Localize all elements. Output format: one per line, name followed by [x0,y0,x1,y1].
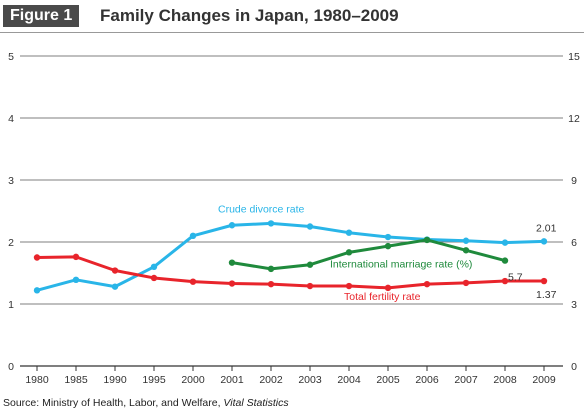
x-tick-label: 1985 [64,374,88,386]
x-tick-label: 1995 [142,374,166,386]
data-point [33,254,41,261]
data-point [228,259,236,266]
left-tick-label: 1 [8,299,14,311]
left-tick-label: 5 [8,51,14,63]
series-line [35,221,546,292]
left-tick-label: 4 [8,113,14,125]
left-tick-label: 2 [8,237,14,249]
right-tick-label: 3 [571,299,577,311]
x-axis: 1980 1985 1990 1995 2000 2001 2002 2003 2004 2005… [25,366,556,386]
series-label: Total fertility rate [344,291,421,303]
data-point [423,280,431,288]
data-point [189,278,197,285]
end-value-label: 5.7 [508,272,523,284]
figure-label: Figure 1 [3,5,80,27]
data-point [345,229,353,236]
data-point [345,282,353,290]
source-publication: Vital Statistics [223,397,289,409]
x-tick-label: 2006 [415,374,439,386]
data-point [228,222,236,229]
data-point [423,236,431,244]
data-point [462,237,470,244]
data-point [150,274,158,282]
x-tick-label: 2002 [259,374,283,386]
right-tick-label: 9 [571,175,577,187]
series-line [35,255,546,290]
data-point [150,263,158,270]
data-point [306,282,314,290]
data-point [540,277,548,285]
x-tick-label: 2007 [454,374,478,386]
x-tick-label: 1990 [103,374,127,386]
source-note: Source: Ministry of Health, Labor, and W… [3,397,289,409]
data-point [111,267,119,274]
chart-title: Family Changes in Japan, 1980–2009 [100,6,399,25]
x-tick-label: 2009 [532,374,556,386]
data-point [501,239,509,246]
data-point [384,284,392,292]
x-tick-label: 2001 [220,374,244,386]
data-point [501,257,509,264]
data-point [267,280,275,288]
series-annotations: Crude divorce rate 2.01 Total fertility ra… [218,203,557,303]
data-point [384,242,392,250]
series-label: Crude divorce rate [218,203,305,215]
data-point [33,287,41,294]
right-tick-label: 0 [571,361,577,373]
series-line [230,238,507,271]
data-point [111,283,119,290]
series-lines [33,220,548,294]
x-tick-label: 1980 [25,374,49,386]
left-tick-label: 3 [8,175,14,187]
data-point [189,232,197,239]
data-point [540,238,548,245]
left-axis-ticks: 0 1 2 3 4 5 [8,51,14,373]
left-tick-label: 0 [8,361,14,373]
x-tick-label: 2004 [337,374,361,386]
right-tick-label: 12 [568,113,580,125]
data-point [267,220,275,227]
end-value-label: 2.01 [536,222,557,234]
source-text: Source: Ministry of Health, Labor, and W… [3,397,224,409]
data-point [228,280,236,287]
data-point [72,276,80,284]
x-tick-label: 2008 [493,374,517,386]
data-point [72,253,80,261]
x-tick-label: 2005 [376,374,400,386]
data-point [462,247,470,254]
series-label: International marriage rate (%) [330,259,472,271]
data-point [501,277,509,285]
data-point [267,265,275,273]
data-point [306,223,314,230]
right-tick-label: 15 [568,51,580,63]
x-tick-label: 2000 [181,374,205,386]
data-point [462,279,470,287]
right-axis-ticks: 0 3 6 9 12 15 [568,51,580,373]
data-point [345,249,353,256]
end-value-label: 1.37 [536,289,557,301]
data-point [306,261,314,268]
gridlines [20,55,563,367]
figure-header: Figure 1 Family Changes in Japan, 1980–2… [0,0,584,33]
header-divider [0,32,584,33]
x-tick-label: 2003 [298,374,322,386]
data-point [384,233,392,241]
right-tick-label: 6 [571,237,577,249]
